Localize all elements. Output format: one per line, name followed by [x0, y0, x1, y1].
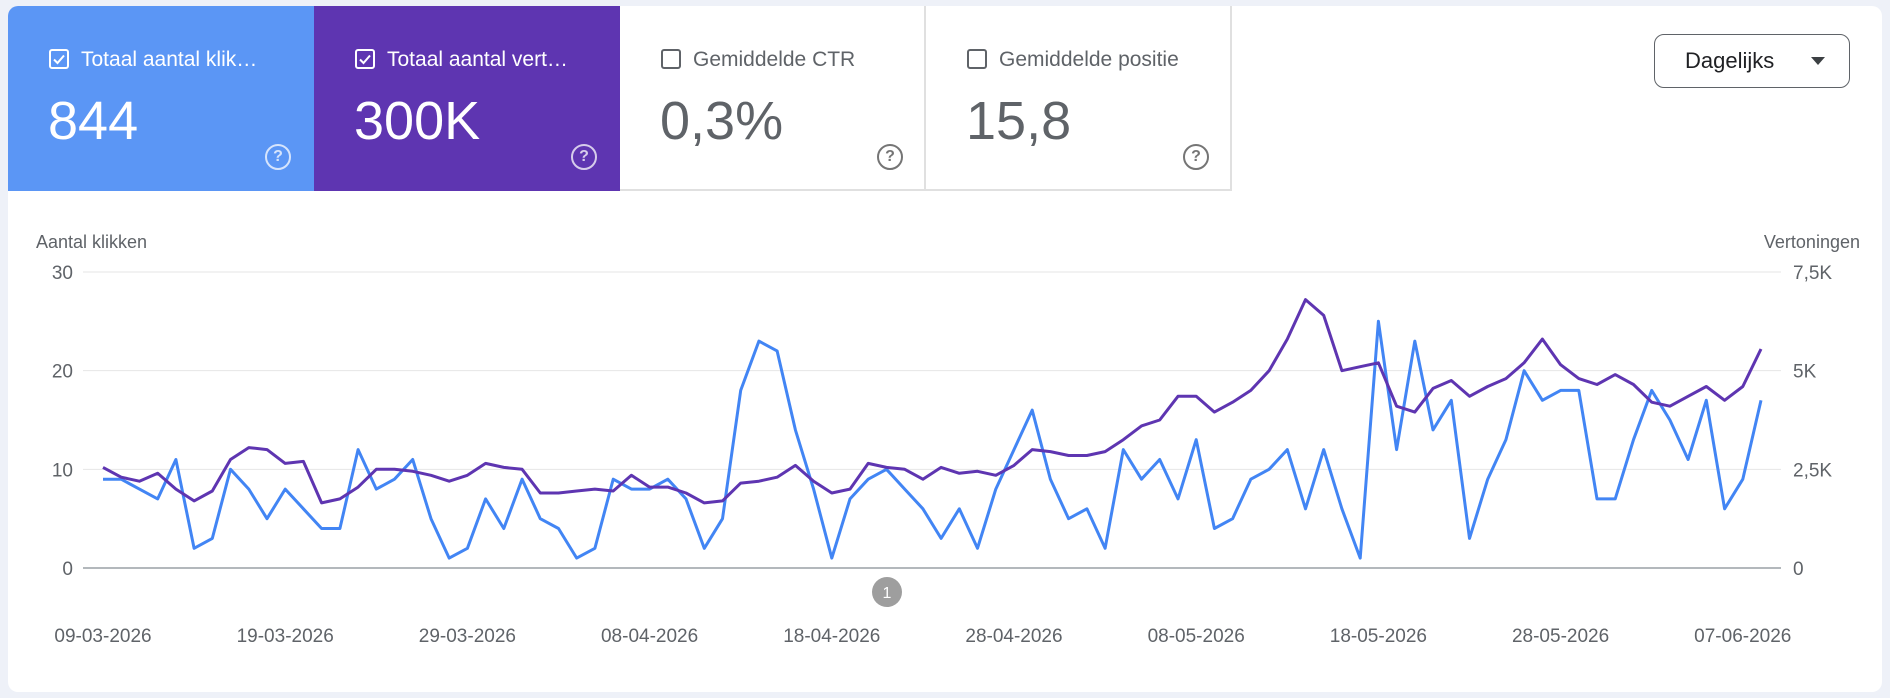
caret-down-icon [1811, 57, 1825, 65]
y-right-tick-label: 0 [1793, 559, 1804, 580]
metric-cards: Totaal aantal klik… 844 ? Totaal aantal … [8, 6, 1232, 191]
help-icon[interactable]: ? [571, 144, 597, 170]
help-icon[interactable]: ? [877, 144, 903, 170]
x-tick-label: 29-03-2026 [419, 626, 516, 647]
checkbox-total-clicks[interactable] [49, 49, 69, 69]
checkmark-icon [53, 54, 65, 65]
help-icon[interactable]: ? [1183, 144, 1209, 170]
x-tick-label: 07-06-2026 [1694, 626, 1791, 647]
granularity-dropdown[interactable]: Dagelijks [1654, 34, 1850, 88]
y-left-tick-label: 20 [52, 362, 73, 383]
x-tick-label: 08-05-2026 [1148, 626, 1245, 647]
x-tick-label: 08-04-2026 [601, 626, 698, 647]
y-axis-left-title: Aantal klikken [36, 232, 148, 252]
series-line-impressions [102, 298, 1763, 505]
card-total-clicks[interactable]: Totaal aantal klik… 844 ? [8, 6, 314, 191]
x-tick-label: 09-03-2026 [54, 626, 151, 647]
dropdown-label: Dagelijks [1685, 48, 1775, 73]
card-value: 15,8 [966, 91, 1072, 151]
card-average-ctr[interactable]: Gemiddelde CTR 0,3% ? [620, 6, 926, 191]
x-tick-label: 28-05-2026 [1512, 626, 1609, 647]
card-value: 844 [48, 91, 139, 151]
y-left-tick-label: 0 [62, 559, 73, 580]
performance-chart: 0 0 10 2,5K 20 5K 30 7,5K 09-03-2026 19-03-2026 29… [52, 263, 1833, 647]
y-right-tick-label: 2,5K [1793, 460, 1832, 481]
card-value: 0,3% [660, 91, 784, 151]
checkbox-total-impressions[interactable] [355, 49, 375, 69]
x-tick-label: 19-03-2026 [237, 626, 334, 647]
annotation-label: 1 [883, 585, 892, 602]
checkbox-average-ctr[interactable] [661, 49, 681, 69]
x-tick-label: 18-04-2026 [783, 626, 880, 647]
checkbox-average-position[interactable] [967, 49, 987, 69]
card-value: 300K [354, 91, 481, 151]
y-left-tick-label: 10 [52, 460, 73, 481]
annotation-marker [872, 577, 902, 607]
x-tick-label: 28-04-2026 [965, 626, 1062, 647]
x-tick-label: 18-05-2026 [1330, 626, 1427, 647]
performance-panel: Totaal aantal klik… 844 ? Totaal aantal … [8, 6, 1882, 692]
card-total-impressions[interactable]: Totaal aantal vert… 300K ? [314, 6, 620, 191]
help-icon[interactable]: ? [265, 144, 291, 170]
y-left-tick-label: 30 [52, 263, 73, 284]
series-line-clicks [103, 319, 1763, 560]
card-average-position[interactable]: Gemiddelde positie 15,8 ? [926, 6, 1232, 191]
checkmark-icon [359, 54, 371, 65]
y-right-tick-label: 7,5K [1793, 263, 1832, 284]
y-axis-right-title: Vertoningen [1763, 232, 1860, 252]
y-right-tick-label: 5K [1793, 362, 1817, 383]
